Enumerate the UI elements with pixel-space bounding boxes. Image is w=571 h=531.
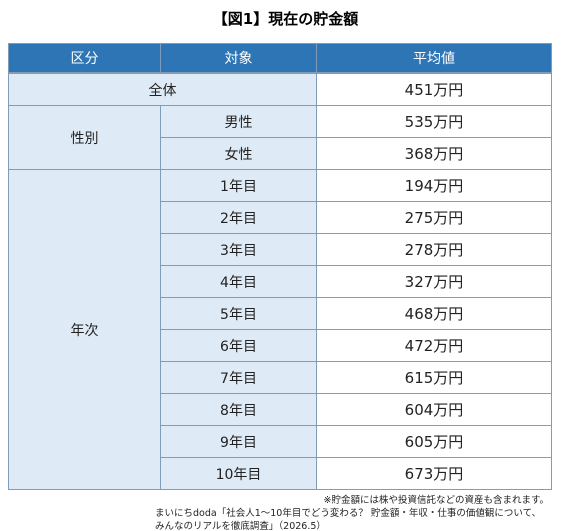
title: 【図1】現在の貯金額 [212,10,359,28]
target-cell: 3年目 [160,233,317,266]
target-cell: 2年目 [160,201,317,234]
group-label: 性別 [8,105,161,170]
value-cell: 368万円 [316,137,552,170]
total-value: 451万円 [316,73,552,106]
target-cell: 1年目 [160,169,317,202]
footnote: ※貯金額には株や投資信託などの資産も含まれます。 [323,495,549,506]
target-cell: 女性 [160,137,317,170]
value-cell: 194万円 [316,169,552,202]
total-label: 全体 [8,73,317,106]
value-cell: 615万円 [316,361,552,394]
header-cell: 区分 [8,43,161,73]
target-cell: 10年目 [160,457,317,490]
target-cell: 男性 [160,105,317,138]
footnote: みんなのリアルを徹底調査」（2026.5） [155,521,326,531]
value-cell: 535万円 [316,105,552,138]
header-cell: 対象 [160,43,317,73]
target-cell: 6年目 [160,329,317,362]
target-cell: 5年目 [160,297,317,330]
value-cell: 278万円 [316,233,552,266]
target-cell: 4年目 [160,265,317,298]
value-cell: 468万円 [316,297,552,330]
value-cell: 472万円 [316,329,552,362]
target-cell: 8年目 [160,393,317,426]
value-cell: 327万円 [316,265,552,298]
header-cell: 平均値 [316,43,552,73]
target-cell: 7年目 [160,361,317,394]
value-cell: 673万円 [316,457,552,490]
group-label: 年次 [8,169,161,490]
value-cell: 275万円 [316,201,552,234]
value-cell: 605万円 [316,425,552,458]
value-cell: 604万円 [316,393,552,426]
target-cell: 9年目 [160,425,317,458]
footnote: まいにちdoda「社会人1～10年目でどう変わる？ 貯金額・年収・仕事の価値観に… [155,508,542,519]
